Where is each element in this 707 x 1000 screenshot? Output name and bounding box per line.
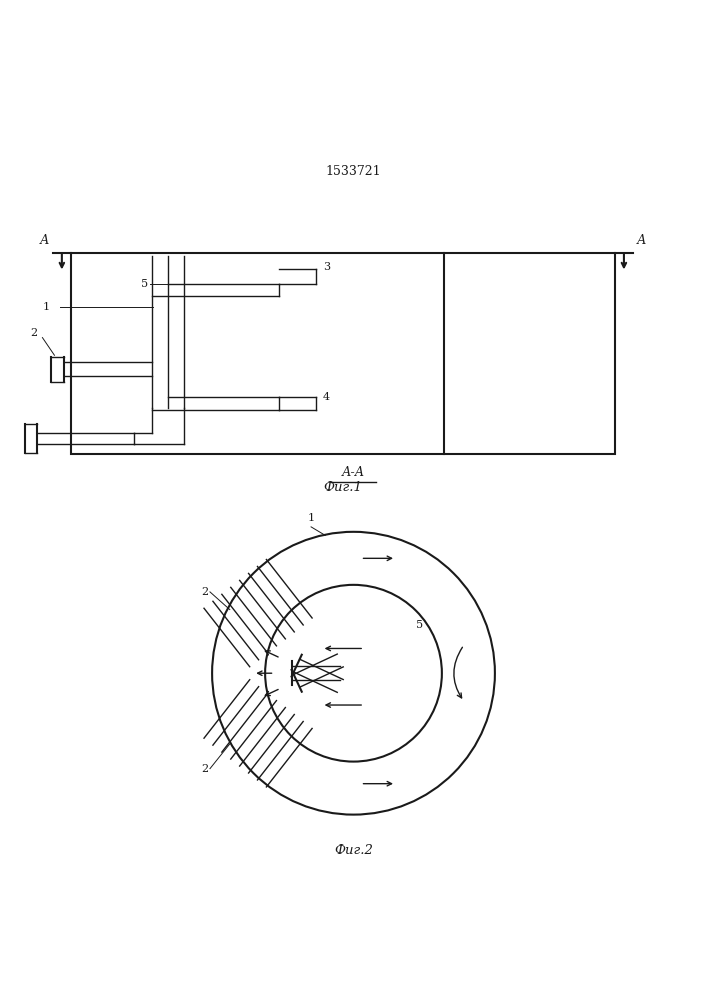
Text: А-А: А-А (342, 466, 365, 479)
Text: Фиг.2: Фиг.2 (334, 844, 373, 857)
Text: 1: 1 (308, 513, 315, 523)
Text: 1533721: 1533721 (326, 165, 381, 178)
Text: 5: 5 (416, 620, 423, 630)
Text: А: А (636, 234, 646, 247)
Text: 2: 2 (30, 328, 37, 338)
Bar (71, 253, 615, 454)
Text: 2: 2 (201, 764, 209, 774)
Text: 1: 1 (42, 302, 49, 312)
Text: 5: 5 (141, 279, 148, 289)
Text: А: А (40, 234, 49, 247)
Text: 4: 4 (323, 392, 330, 402)
Text: Фиг.1: Фиг.1 (324, 481, 362, 494)
Text: 2: 2 (201, 587, 209, 597)
Text: 3: 3 (323, 262, 330, 272)
